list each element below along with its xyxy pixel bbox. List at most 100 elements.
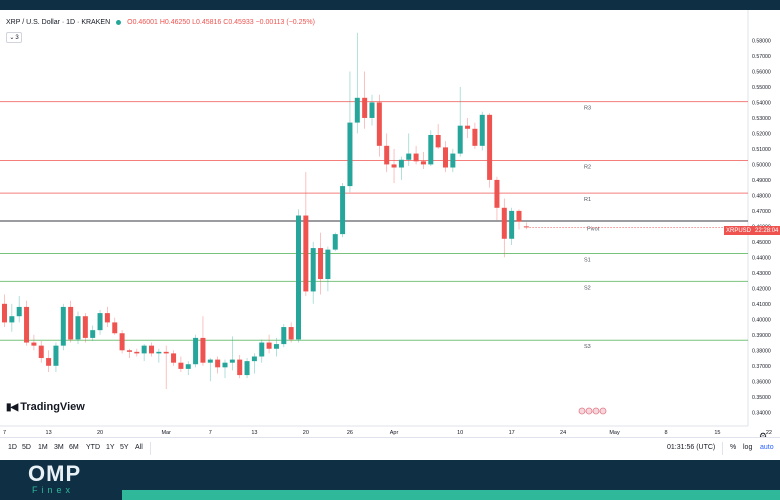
timeframe-5y[interactable]: 5Y (120, 444, 129, 451)
candle-body[interactable] (501, 207, 507, 239)
candle-body[interactable] (200, 337, 206, 363)
symbol-title[interactable]: XRP / U.S. Dollar · 1D · KRAKEN (6, 19, 111, 26)
y-tick-label: 0.42000 (752, 286, 771, 292)
candle-body[interactable] (24, 306, 30, 343)
timeframe-1m[interactable]: 1M (38, 444, 48, 451)
candle-body[interactable] (296, 215, 301, 340)
candle-body[interactable] (406, 153, 412, 160)
candle-body[interactable] (487, 114, 493, 180)
percent-scale-toggle[interactable]: % (730, 444, 737, 451)
candle-body[interactable] (68, 306, 74, 340)
candle-body[interactable] (443, 147, 448, 168)
ohlc-values: O0.46001 H0.46250 L0.45816 C0.45933 −0.0… (127, 19, 315, 26)
candle-body[interactable] (318, 248, 324, 280)
candle-body[interactable] (53, 345, 59, 366)
candle-body[interactable] (398, 159, 404, 168)
candle-body[interactable] (376, 102, 382, 146)
candle-body[interactable] (362, 97, 368, 118)
candle-body[interactable] (185, 364, 191, 369)
candle-body[interactable] (237, 359, 243, 376)
candle-body[interactable] (288, 327, 294, 340)
candle-body[interactable] (273, 344, 279, 349)
timeframe-1y[interactable]: 1Y (106, 444, 115, 451)
candle-body[interactable] (354, 97, 360, 123)
economic-event-flag-icon[interactable] (599, 407, 607, 415)
candle-body[interactable] (369, 102, 375, 118)
candle-body[interactable] (428, 134, 434, 165)
candle-body[interactable] (310, 248, 316, 292)
candle-body[interactable] (479, 114, 485, 146)
candle-body[interactable] (126, 350, 132, 352)
candle-body[interactable] (2, 303, 7, 323)
economic-event-flag-icon[interactable] (592, 407, 600, 415)
economic-event-flag-icon[interactable] (578, 407, 586, 415)
tradingview-logo[interactable]: ▮◀ TradingView (6, 401, 85, 413)
chart-panel[interactable]: 0.34000 0.35000 0.36000 0.37000 0.38000 0.390… (0, 10, 780, 461)
indicator-toggle-button[interactable]: ⌄ 3 (6, 32, 22, 43)
candle-body[interactable] (119, 333, 125, 351)
candle-body[interactable] (391, 164, 397, 168)
candle-body[interactable] (494, 179, 500, 208)
candle-body[interactable] (178, 362, 184, 369)
settings-gear-icon[interactable]: ⚙ (759, 431, 768, 441)
timeframe-3m[interactable]: 3M (54, 444, 64, 451)
candle-body[interactable] (112, 322, 118, 334)
timeframe-ytd[interactable]: YTD (86, 444, 100, 451)
candle-body[interactable] (259, 342, 265, 357)
candle-body[interactable] (82, 316, 88, 338)
candle-body[interactable] (384, 145, 390, 165)
candle-body[interactable] (31, 342, 37, 346)
timeframe-5d[interactable]: 5D (22, 444, 31, 451)
candle-body[interactable] (97, 313, 103, 331)
candle-body[interactable] (266, 342, 272, 349)
candle-body[interactable] (104, 313, 110, 323)
utc-clock[interactable]: 01:31:56 (UTC) (667, 444, 716, 451)
candle-body[interactable] (347, 122, 353, 187)
candle-body[interactable] (9, 316, 15, 323)
price-chart[interactable]: 0.34000 0.35000 0.36000 0.37000 0.38000 0.390… (0, 10, 780, 460)
candle-body[interactable] (222, 362, 228, 368)
candle-body[interactable] (207, 359, 213, 363)
candle-body[interactable] (134, 351, 140, 354)
candle-body[interactable] (16, 306, 22, 317)
candle-body[interactable] (90, 330, 96, 338)
candle-body[interactable] (472, 128, 478, 146)
candle-body[interactable] (149, 345, 154, 354)
candle-body[interactable] (215, 359, 221, 368)
candle-body[interactable] (450, 153, 456, 168)
auto-scale-toggle[interactable]: auto (760, 444, 774, 451)
candle-body[interactable] (420, 161, 426, 165)
timeframe-1d[interactable]: 1D (8, 444, 17, 451)
timeframe-6m[interactable]: 6M (69, 444, 79, 451)
finex-logo-text: Finex (32, 485, 75, 495)
candle-body[interactable] (457, 125, 463, 154)
candle-body[interactable] (38, 345, 44, 359)
candle-body[interactable] (163, 351, 169, 354)
candle-body[interactable] (465, 125, 471, 129)
timeframe-all[interactable]: All (135, 444, 143, 451)
candle-body[interactable] (332, 234, 338, 250)
x-tick-label: 13 (251, 430, 257, 436)
candle-body[interactable] (303, 215, 309, 292)
candle-body[interactable] (193, 337, 199, 365)
candle-body[interactable] (251, 356, 257, 362)
candle-body[interactable] (141, 345, 147, 354)
candle-body[interactable] (509, 210, 515, 239)
candle-body[interactable] (523, 226, 529, 228)
candle-body[interactable] (413, 153, 419, 162)
economic-event-flag-icon[interactable] (585, 407, 593, 415)
candle-body[interactable] (46, 358, 52, 366)
candle-body[interactable] (435, 134, 441, 148)
candle-body[interactable] (229, 359, 235, 363)
candle-body[interactable] (516, 210, 522, 222)
candle-body[interactable] (60, 306, 66, 346)
candle-body[interactable] (75, 316, 81, 340)
candle-body[interactable] (340, 186, 346, 235)
candle-body[interactable] (156, 351, 162, 354)
candle-body[interactable] (325, 249, 331, 280)
candle-body[interactable] (244, 361, 250, 376)
candle-body[interactable] (281, 327, 287, 345)
y-tick-label: 0.41000 (752, 302, 771, 308)
candle-body[interactable] (171, 353, 177, 363)
log-scale-toggle[interactable]: log (743, 444, 753, 451)
